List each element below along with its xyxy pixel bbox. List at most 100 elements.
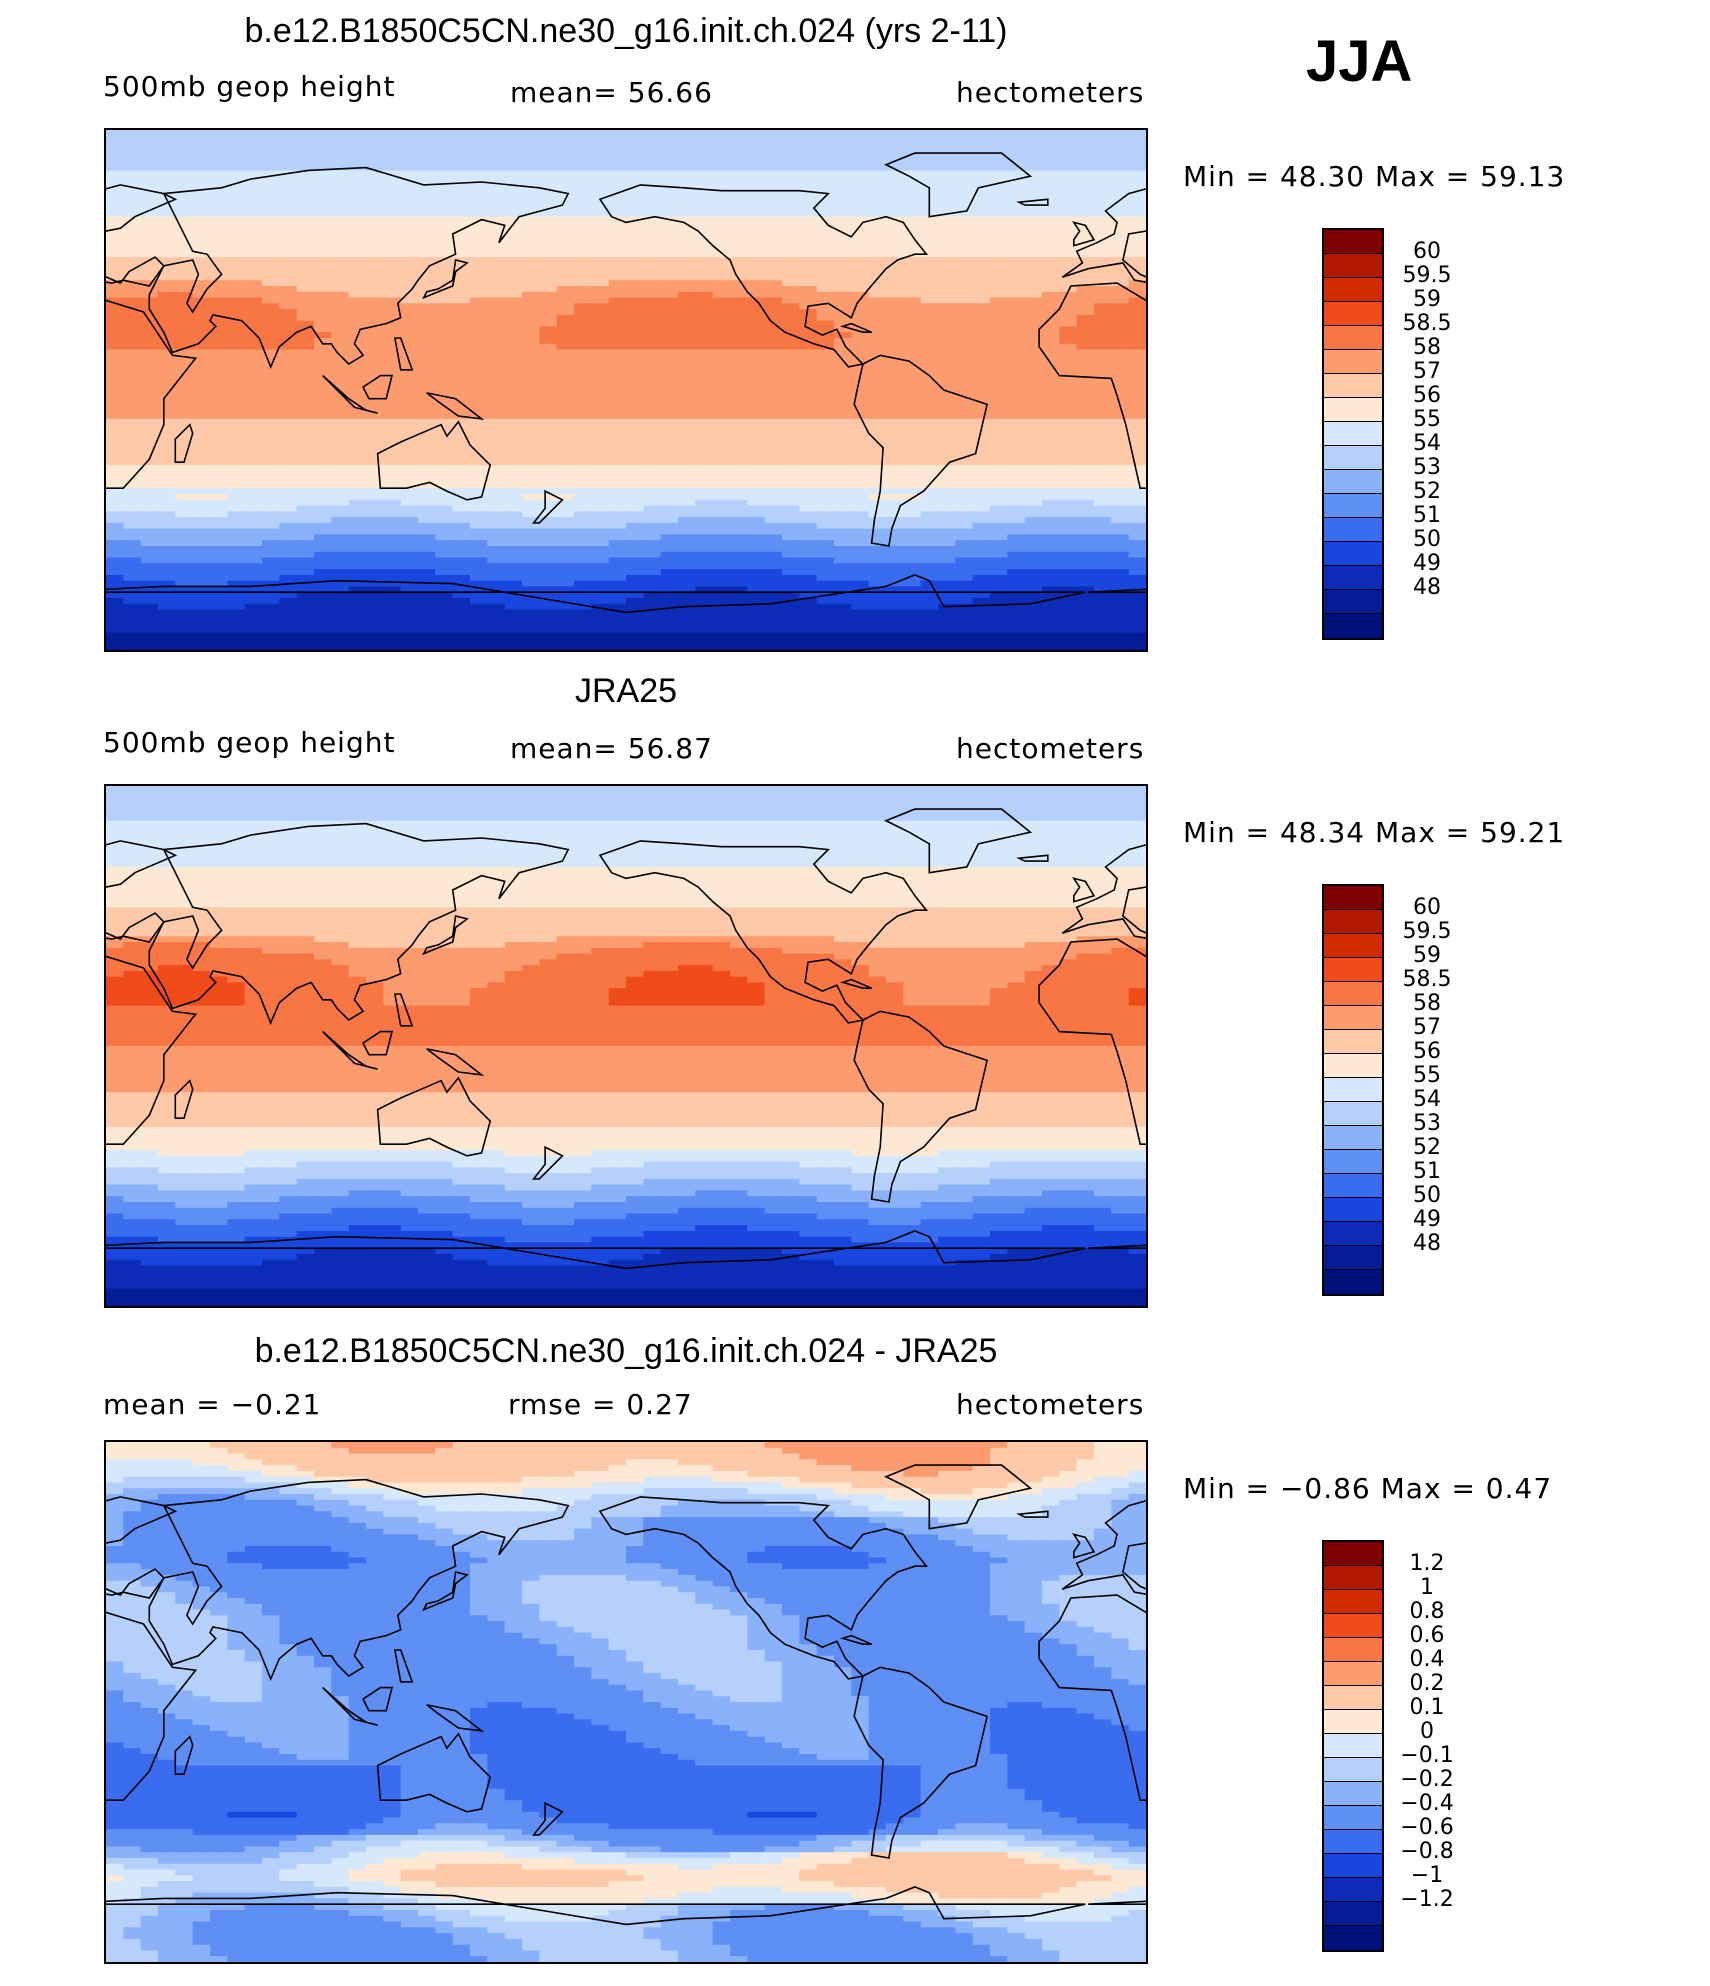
field-cell — [1042, 494, 1060, 501]
field-cell — [938, 332, 956, 339]
field-cell — [366, 314, 384, 322]
field-cell — [747, 153, 766, 160]
field-cell — [331, 482, 350, 489]
field-cell — [886, 540, 904, 547]
field-cell — [938, 355, 956, 362]
field-cell — [400, 130, 419, 137]
field-cell — [366, 245, 384, 252]
field-cell — [539, 517, 558, 524]
field-cell — [158, 598, 176, 605]
field-cell — [192, 442, 211, 449]
field-cell — [730, 153, 748, 160]
field-cell — [955, 557, 974, 564]
field-cell — [747, 372, 766, 380]
field-cell — [158, 349, 176, 356]
field-cell — [920, 413, 939, 420]
field-cell — [990, 193, 1008, 200]
field-cell — [470, 135, 488, 143]
field-cell — [262, 482, 280, 489]
field-cell — [296, 199, 315, 206]
field-cell — [504, 494, 523, 501]
field-cell — [660, 205, 679, 212]
field-cell — [886, 401, 904, 408]
field-cell — [799, 286, 818, 293]
field-cell — [799, 551, 818, 559]
field-cell — [955, 470, 974, 478]
field-cell — [331, 517, 350, 524]
field-cell — [816, 378, 835, 385]
field-cell — [712, 361, 731, 368]
field-cell — [296, 436, 315, 443]
field-cell — [643, 135, 662, 143]
field-cell — [1128, 343, 1146, 351]
field-cell — [556, 303, 575, 310]
field-cell — [1094, 603, 1112, 611]
field-cell — [799, 280, 818, 287]
field-cell — [504, 338, 523, 345]
field-cell — [955, 384, 974, 391]
field-cell — [296, 424, 315, 432]
field-cell — [643, 332, 662, 339]
field-cell — [470, 488, 488, 495]
field-cell — [764, 430, 783, 437]
field-cell — [296, 251, 315, 258]
field-cell — [643, 418, 662, 426]
field-cell — [470, 320, 488, 328]
field-cell — [1059, 401, 1078, 408]
field-cell — [1024, 216, 1043, 224]
field-cell — [643, 158, 662, 166]
field-cell — [972, 187, 991, 195]
field-cell — [1094, 199, 1112, 206]
field-cell — [1076, 424, 1095, 432]
field-cell — [227, 349, 246, 356]
field-cell — [383, 401, 402, 408]
field-cell — [972, 447, 991, 455]
field-cell — [851, 314, 870, 322]
field-cell — [1059, 465, 1078, 472]
field-cell — [1042, 153, 1060, 160]
field-cell — [348, 459, 367, 466]
field-cell — [123, 442, 142, 449]
field-cell — [470, 476, 488, 484]
field-cell — [158, 522, 176, 530]
field-cell — [886, 268, 904, 276]
field-cell — [747, 551, 766, 559]
field-cell — [972, 309, 991, 316]
field-cell — [1128, 245, 1146, 252]
field-cell — [1111, 366, 1130, 374]
field-cell — [903, 158, 922, 166]
field-cell — [816, 413, 835, 420]
field-cell — [886, 378, 904, 385]
field-cell — [418, 569, 436, 576]
field-cell — [730, 482, 748, 489]
field-cell — [955, 176, 974, 183]
field-cell — [695, 222, 714, 229]
field-cell — [539, 494, 558, 501]
field-cell — [1007, 309, 1026, 316]
field-cell — [539, 447, 558, 455]
field-cell — [400, 343, 419, 351]
field-cell — [764, 251, 783, 258]
field-cell — [782, 436, 800, 443]
field-cell — [608, 499, 627, 507]
field-cell — [279, 384, 298, 391]
field-cell — [452, 309, 471, 316]
field-cell — [400, 407, 419, 414]
field-cell — [608, 210, 627, 218]
field-cell — [972, 320, 991, 328]
field-cell — [418, 488, 436, 495]
field-cell — [868, 210, 887, 218]
field-cell — [1076, 505, 1095, 512]
field-cell — [1094, 309, 1112, 316]
field-cell — [608, 534, 627, 541]
field-cell — [296, 158, 315, 166]
field-cell — [782, 216, 800, 224]
field-cell — [418, 228, 436, 235]
field-cell — [990, 598, 1008, 605]
field-cell — [972, 459, 991, 466]
field-cell — [296, 153, 315, 160]
field-cell — [1111, 297, 1130, 304]
field-cell — [712, 199, 731, 206]
field-cell — [799, 378, 818, 385]
field-cell — [418, 297, 436, 304]
